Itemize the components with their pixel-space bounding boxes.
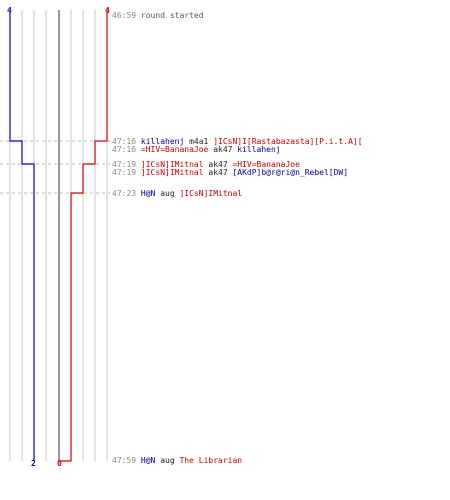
kill-event: 47:19 ]ICsN]IMitnal ak47 =HIV=BananaJoe [112,160,300,169]
killer-name: =HIV=BananaJoe [140,145,209,154]
kill-event: 47:19 ]ICsN]IMitnal ak47 [AKdP]b@r@ri@n_… [112,168,348,177]
kill-event: 47:16 =HIV=BananaJoe ak47 killahenj [112,145,281,154]
killer-name: ]ICsN]IMitnal [140,168,204,177]
killer-name: ]ICsN]IMitnal [140,160,204,169]
victim-name: ]ICsN]I[Rastabazasta][P.i.t.A][ [213,137,363,146]
victim-name: [AKdP]b@r@ri@n_Rebel[DW] [232,168,349,177]
weapon-name: aug [160,456,175,465]
event-time: 47:19 [112,160,137,169]
victim-name: ]ICsN]IMitnal [179,189,243,198]
weapon-name: m4a1 [189,137,209,146]
weapon-name: ak47 [208,160,228,169]
event-time: 47:16 [112,145,137,154]
kill-timeline-chart [0,10,110,462]
weapon-name: ak47 [213,145,233,154]
victim-name: The Librarian [179,456,243,465]
blue-end-count: 2 [31,459,36,468]
weapon-name: ak47 [208,168,228,177]
killer-name: H@N [140,456,156,465]
weapon-name: aug [160,189,175,198]
grid-lines [9,10,108,461]
event-time: 47:19 [112,168,137,177]
blue-start-count: 4 [7,6,12,15]
victim-name: =HIV=BananaJoe [232,160,300,169]
kill-event: 47:23 H@N aug ]ICsN]IMitnal [112,189,242,198]
kill-event: 47:16 killahenj m4a1 ]ICsN]I[Rastabazast… [112,137,363,146]
event-time: 47:23 [112,189,137,198]
killer-name: killahenj [140,137,185,146]
event-round-start: 46:59 round started [112,11,204,20]
red-end-count: 0 [57,459,62,468]
red-start-count: 4 [105,6,110,15]
event-time: 47:16 [112,137,137,146]
blue-team-alive-line [9,12,35,461]
event-time: 47:59 [112,456,137,465]
event-text: round started [140,11,204,20]
killer-name: H@N [140,189,156,198]
kill-event: 47:59 H@N aug The Librarian [112,456,242,465]
victim-name: killahenj [237,145,281,154]
event-guide-lines [0,140,110,194]
red-team-alive-line [59,12,108,462]
event-time: 46:59 [112,11,137,20]
